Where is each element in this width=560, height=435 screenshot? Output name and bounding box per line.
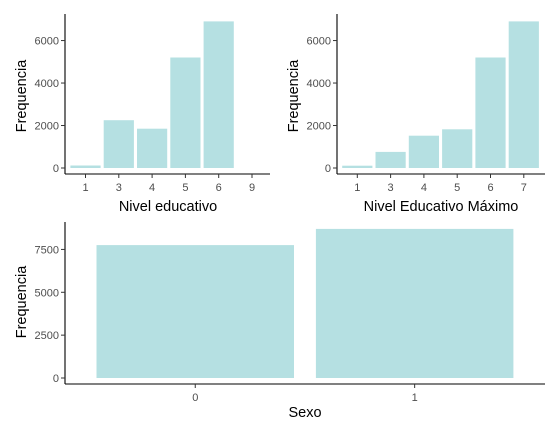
y-tick-label: 2000 — [35, 121, 59, 133]
x-axis-title: Sexo — [288, 405, 321, 421]
y-tick-label: 6000 — [35, 36, 59, 48]
x-axis-title: Nivel educativo — [119, 199, 217, 215]
x-tick-label: 5 — [182, 182, 188, 194]
bar-5 — [442, 129, 473, 168]
y-axis-title: Frequencia — [286, 59, 302, 132]
x-tick-label: 0 — [192, 392, 198, 404]
y-tick-label: 4000 — [307, 78, 331, 90]
bar-5 — [170, 57, 201, 168]
bar-7 — [508, 21, 539, 169]
y-tick-label: 2500 — [35, 330, 59, 342]
y-tick-label: 2000 — [307, 121, 331, 133]
y-tick-label: 0 — [53, 163, 59, 175]
x-tick-label: 3 — [116, 182, 122, 194]
x-tick-label: 4 — [421, 182, 427, 194]
x-tick-label: 6 — [216, 182, 222, 194]
y-tick-label: 5000 — [35, 287, 59, 299]
x-tick-label: 4 — [149, 182, 155, 194]
x-tick-label: 5 — [454, 182, 460, 194]
bar-1 — [70, 165, 101, 168]
y-tick-label: 4000 — [35, 78, 59, 90]
x-tick-label: 1 — [412, 392, 418, 404]
x-tick-label: 1 — [82, 182, 88, 194]
x-tick-label: 9 — [249, 182, 255, 194]
y-tick-label: 0 — [325, 163, 331, 175]
y-tick-label: 7500 — [35, 244, 59, 256]
bar-1 — [315, 228, 514, 378]
y-axis-title: Frequencia — [14, 59, 30, 132]
bar-0 — [96, 245, 294, 378]
bar-6 — [475, 57, 506, 168]
y-axis-title: Frequencia — [14, 265, 30, 338]
x-axis-title: Nivel Educativo Máximo — [364, 199, 519, 215]
bar-4 — [408, 135, 439, 168]
bar-1 — [342, 165, 373, 168]
x-tick-label: 7 — [521, 182, 527, 194]
bar-3 — [375, 151, 406, 168]
x-tick-label: 6 — [487, 182, 493, 194]
x-tick-label: 1 — [354, 182, 360, 194]
chart-panel-sexo: 0 2500 5000 7500 0 1 Sexo Frequencia — [14, 222, 545, 421]
x-tick-label: 3 — [388, 182, 394, 194]
bar-6 — [203, 21, 234, 169]
y-tick-label: 0 — [53, 373, 59, 385]
bar-4 — [137, 128, 168, 168]
y-tick-label: 6000 — [307, 36, 331, 48]
chart-panel-nivel-educativo: 0 2000 4000 6000 1 3 4 5 6 9 Nivel educativo Freque… — [14, 14, 270, 215]
bar-3 — [103, 120, 134, 168]
